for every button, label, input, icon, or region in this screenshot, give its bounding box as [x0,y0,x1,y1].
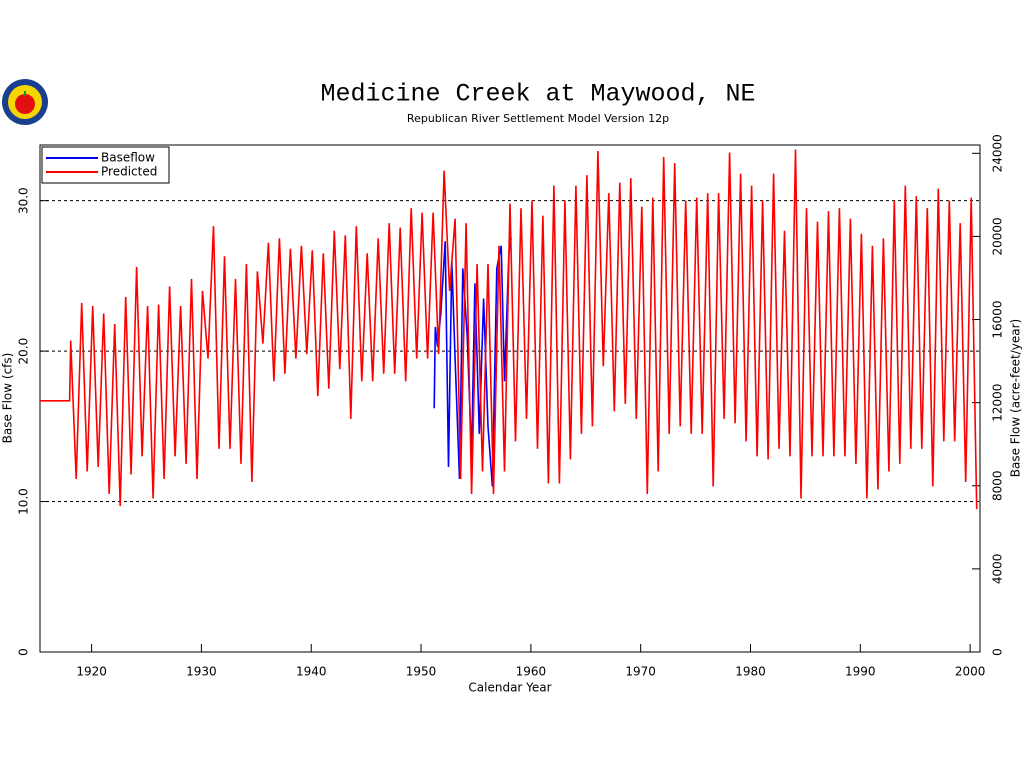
y-tick-label: 10.0 [17,488,31,515]
x-tick-label: 1960 [516,665,547,679]
y2-tick-label: 20000 [991,217,1005,255]
plot-frame [39,144,981,653]
chart-subtitle: Republican River Settlement Model Versio… [407,112,669,125]
legend-label: Predicted [101,165,157,179]
x-tick-label: 1940 [296,665,327,679]
y-axis-label: Base Flow (cfs) [1,353,15,444]
logo-stem [24,91,26,96]
y2-tick-label: 8000 [991,470,1005,501]
y-tick-label: 30.0 [17,187,31,214]
y2-tick-label: 16000 [991,300,1005,338]
legend-label: Baseflow [101,151,155,165]
x-tick-label: 1970 [625,665,656,679]
y-tick-label: 20.0 [17,338,31,365]
x-tick-label: 1920 [76,665,107,679]
x-tick-label: 2000 [955,665,986,679]
y2-axis-label: Base Flow (acre-feet/year) [1009,319,1023,477]
legend-box [41,146,170,184]
logo [2,79,48,125]
y2-tick-label: 24000 [991,134,1005,172]
y2-tick-label: 0 [991,648,1005,656]
y-tick-label: 0 [17,648,31,656]
x-tick-label: 1950 [406,665,437,679]
series-line [40,149,978,510]
y2-tick-label: 12000 [991,384,1005,422]
x-tick-label: 1990 [845,665,876,679]
x-tick-label: 1930 [186,665,217,679]
y2-tick-label: 4000 [991,554,1005,585]
logo-apple [15,94,35,114]
x-tick-label: 1980 [735,665,766,679]
chart-title: Medicine Creek at Maywood, NE [320,80,755,109]
x-axis-label: Calendar Year [468,681,551,695]
